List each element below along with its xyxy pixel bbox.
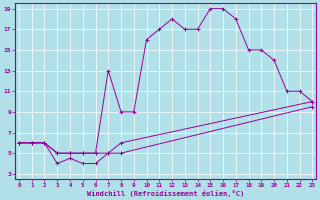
X-axis label: Windchill (Refroidissement éolien,°C): Windchill (Refroidissement éolien,°C)	[87, 190, 244, 197]
